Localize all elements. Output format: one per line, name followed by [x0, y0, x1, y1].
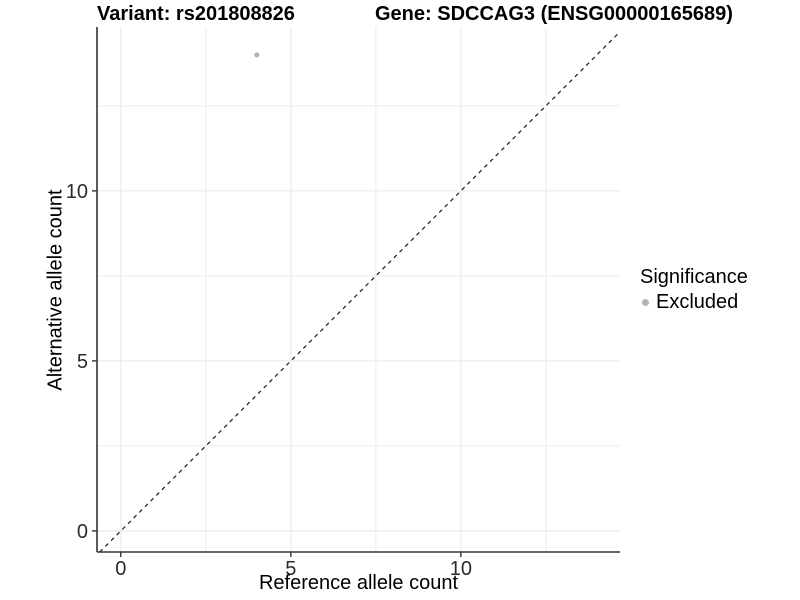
- y-tick-label: 5: [77, 351, 88, 373]
- legend-point-icon: [642, 299, 649, 306]
- legend-item-excluded: Excluded: [640, 291, 748, 314]
- x-tick-label: 10: [450, 558, 472, 580]
- plot-title-variant: Variant: rs201808826: [97, 3, 295, 25]
- y-tick-label: 0: [77, 521, 88, 543]
- plot-title-gene: Gene: SDCCAG3 (ENSG00000165689): [375, 3, 733, 25]
- y-tick-label: 10: [66, 181, 88, 203]
- legend-item-label: Excluded: [656, 291, 739, 313]
- y-axis-label: Alternative allele count: [44, 189, 67, 391]
- identity-dashed-line: [99, 31, 621, 553]
- x-axis-label: Reference allele count: [258, 572, 458, 594]
- legend-title: Significance: [640, 266, 748, 288]
- x-tick-label: 0: [115, 558, 126, 580]
- x-tick-label: 5: [285, 558, 296, 580]
- legend: Significance Excluded: [640, 266, 748, 314]
- data-point: [254, 52, 260, 58]
